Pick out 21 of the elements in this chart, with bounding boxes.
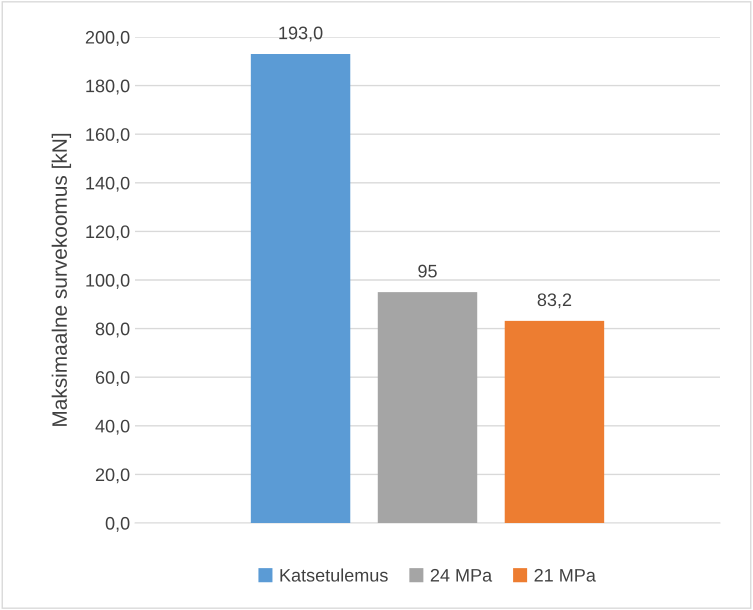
y-tick-label: 140,0 <box>86 176 130 192</box>
data-label: 193,0 <box>279 26 322 42</box>
bar <box>504 320 604 523</box>
y-tick-label: 180,0 <box>86 80 130 94</box>
bar <box>378 292 478 523</box>
y-tick-label: 60,0 <box>96 371 130 386</box>
bar <box>250 54 350 523</box>
y-tick-label: 160,0 <box>86 128 130 144</box>
data-label: 95 <box>418 264 437 278</box>
y-axis-title: Maksimaalne survekoomus [kN] <box>52 134 72 426</box>
y-tick-label: 100,0 <box>86 274 130 289</box>
y-tick-label: 120,0 <box>86 225 130 240</box>
legend-label: Katsetulemus <box>280 568 388 582</box>
y-tick-label: 0,0 <box>106 516 130 532</box>
y-tick-label: 40,0 <box>95 420 130 435</box>
y-tick-label: 200,0 <box>86 30 130 46</box>
y-tick-label: 20,0 <box>96 468 130 484</box>
legend-label: 24 MPa <box>430 568 492 582</box>
legend-label: 21 MPa <box>534 568 596 582</box>
data-label: 83,2 <box>538 293 572 308</box>
y-tick-label: 80,0 <box>96 322 130 338</box>
